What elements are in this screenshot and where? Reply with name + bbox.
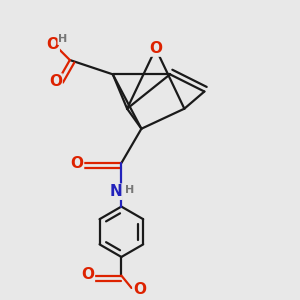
Text: H: H [125, 185, 135, 195]
Text: N: N [109, 184, 122, 199]
Text: O: O [70, 156, 83, 171]
Text: O: O [49, 74, 62, 89]
Text: H: H [58, 34, 67, 44]
Text: O: O [133, 282, 146, 297]
Text: O: O [149, 41, 162, 56]
Text: O: O [81, 267, 94, 282]
Text: O: O [46, 37, 59, 52]
